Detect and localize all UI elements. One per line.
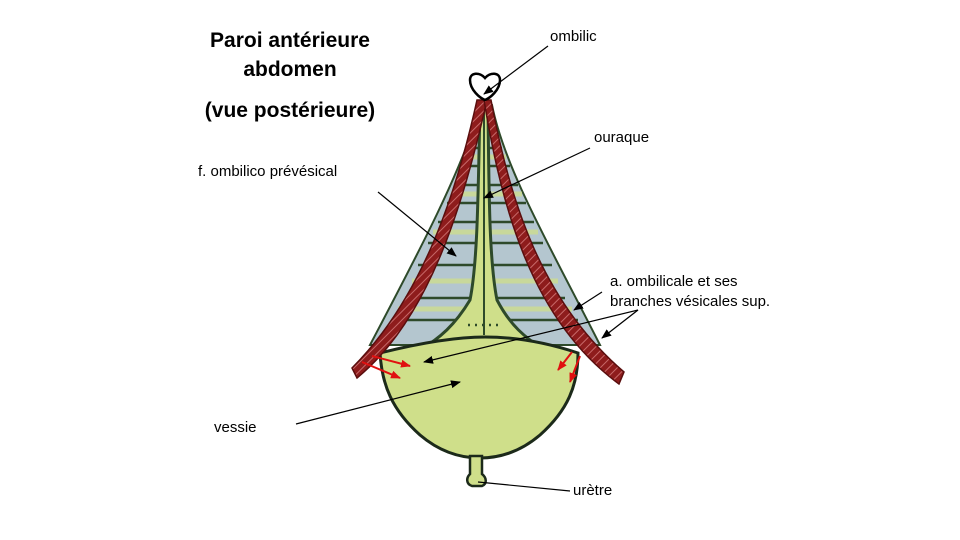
label-uretre: urètre — [573, 482, 613, 499]
vessie-shape — [378, 335, 580, 460]
title-line-3: (vue postérieure) — [204, 99, 376, 122]
uretre-shape — [466, 454, 487, 488]
label-artere-line-1: a. ombilicale et ses — [610, 273, 738, 290]
label-ombilic: ombilic — [550, 28, 597, 45]
label-ouraque: ouraque — [594, 129, 650, 146]
label-artere-line-2: branches vésicales sup. — [610, 293, 771, 310]
ombilic-shape — [468, 72, 502, 102]
leader-lines — [295, 45, 639, 492]
label-fascia: f. ombilico prévésical — [198, 163, 338, 180]
title-line-2: abdomen — [243, 58, 337, 81]
title-line-1: Paroi antérieure — [210, 29, 370, 52]
label-vessie: vessie — [214, 419, 257, 436]
branches-vesicales-fleches — [361, 351, 581, 383]
artere-ombilicale-gauche — [351, 99, 488, 380]
